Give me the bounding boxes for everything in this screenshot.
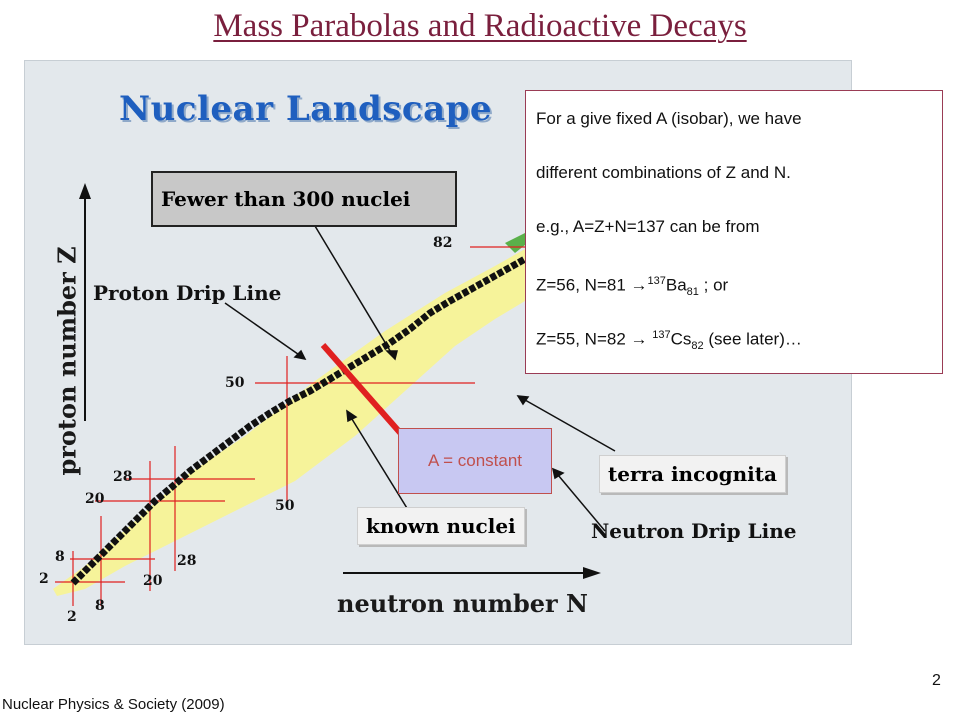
info-line-5-post: (see later)… <box>703 329 802 349</box>
landscape-title: Nuclear Landscape <box>119 89 493 129</box>
known-pointer <box>346 410 411 514</box>
cs-mass-number: 137 <box>652 329 671 341</box>
fewer-pointer <box>314 225 396 360</box>
magic-n-20: 20 <box>143 573 163 589</box>
magic-z-82: 82 <box>433 235 453 251</box>
info-line-1: For a give fixed A (isobar), we have <box>536 109 802 128</box>
ba-neutron-number: 81 <box>686 286 699 299</box>
n-axis-arrowhead <box>583 567 601 579</box>
neutron-drip-pointer-head <box>551 467 565 480</box>
proton-drip-pointer-head <box>293 349 307 361</box>
neutron-drip-pointer <box>552 468 606 532</box>
fewer-pointer-head <box>385 350 398 361</box>
magic-z-2: 2 <box>39 571 49 587</box>
magic-z-8: 8 <box>55 549 65 565</box>
info-line-5: Z=55, N=82 → 137Cs82 (see later)… <box>536 325 932 379</box>
isobar-info-box: For a give fixed A (isobar), we have dif… <box>525 90 943 374</box>
magic-n-2: 2 <box>67 609 77 625</box>
neutron-drip-label: Neutron Drip Line <box>591 519 797 543</box>
landscape-drawing <box>53 183 616 606</box>
magic-z-50: 50 <box>225 375 245 391</box>
proton-drip-pointer <box>224 302 306 360</box>
info-line-4-post: ; or <box>698 275 729 295</box>
terra-pointer <box>517 395 616 452</box>
known-nuclei-label: known nuclei <box>357 507 525 545</box>
z-axis-label: proton number Z <box>52 246 82 476</box>
predicted-nuclei-band <box>53 249 525 596</box>
terra-incognita-label: terra incognita <box>599 455 786 493</box>
n-axis-label: neutron number N <box>337 589 588 618</box>
magic-n-28: 28 <box>177 553 197 569</box>
stable-nuclei-line <box>70 255 527 586</box>
terra-pointer-head <box>516 395 530 406</box>
magic-n-8: 8 <box>95 598 105 614</box>
fewer-than-300-text: Fewer than 300 nuclei <box>161 187 411 211</box>
a-constant-box: A = constant <box>398 428 552 494</box>
slide-title: Mass Parabolas and Radioactive Decays <box>213 8 747 44</box>
superheavy-patch <box>505 233 530 253</box>
known-pointer-head <box>346 409 358 423</box>
info-line-5-pre: Z=55, N=82 → <box>536 329 653 349</box>
cs-neutron-number: 82 <box>691 340 704 353</box>
magic-n-50: 50 <box>275 498 295 514</box>
z-axis-arrowhead <box>79 183 91 199</box>
callout-pointers <box>224 225 616 532</box>
ba-symbol: Ba <box>665 275 687 295</box>
info-line-2: different combinations of Z and N. <box>536 163 791 182</box>
ba-mass-number: 137 <box>647 275 666 287</box>
info-line-4-pre: Z=56, N=81 → <box>536 275 648 295</box>
footer-text: Nuclear Physics & Society (2009) <box>2 696 225 713</box>
proton-drip-label: Proton Drip Line <box>93 281 282 305</box>
cs-symbol: Cs <box>670 329 692 349</box>
page-number: 2 <box>932 672 941 689</box>
info-line-3: e.g., A=Z+N=137 can be from <box>536 217 760 236</box>
a-constant-text: A = constant <box>427 451 523 470</box>
a-constant-line <box>320 343 406 438</box>
fewer-than-300-box: Fewer than 300 nuclei <box>151 171 457 227</box>
magic-z-20: 20 <box>85 491 105 507</box>
magic-z-28: 28 <box>113 469 133 485</box>
info-line-4: Z=56, N=81 →137Ba81 ; or <box>536 271 932 325</box>
